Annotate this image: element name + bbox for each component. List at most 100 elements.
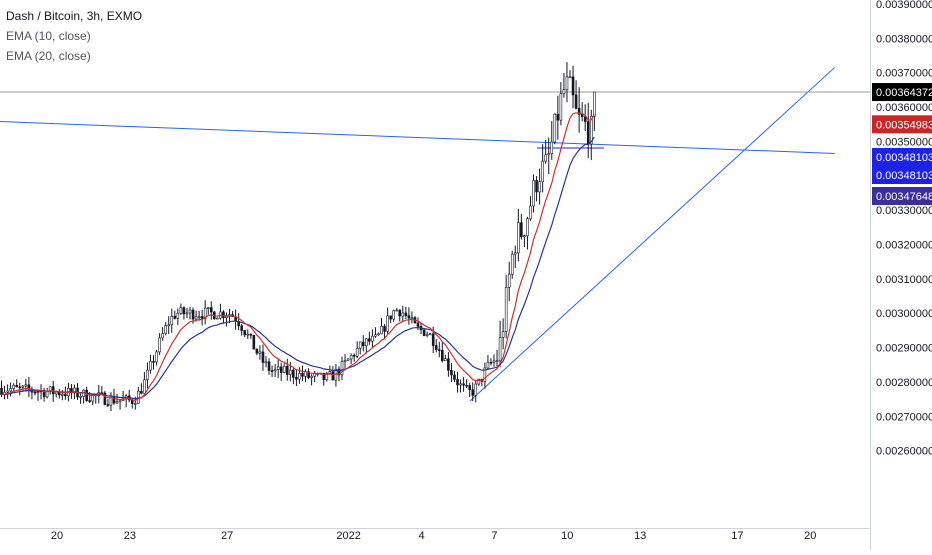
- candle-186[interactable]: [565, 62, 569, 103]
- price-tag-4[interactable]: 0.00348103: [872, 166, 932, 184]
- candle-59[interactable]: [179, 303, 183, 315]
- candle-176[interactable]: [535, 176, 538, 202]
- candle-93[interactable]: [282, 363, 286, 374]
- candle-3[interactable]: [9, 382, 12, 397]
- candle-145[interactable]: [441, 341, 444, 363]
- candle-6[interactable]: [18, 382, 22, 396]
- time-axis[interactable]: 20 23 27 2022 4 7 10 13 17 20: [51, 530, 817, 542]
- price-tag-5[interactable]: 0.00347648: [872, 187, 932, 205]
- candle-144[interactable]: [437, 341, 441, 358]
- candle-166[interactable]: [504, 274, 508, 339]
- candle-14[interactable]: [42, 388, 46, 402]
- candle-112[interactable]: [340, 356, 344, 380]
- candle-52[interactable]: [158, 333, 161, 355]
- candle-179[interactable]: [544, 139, 547, 164]
- candle-175[interactable]: [532, 174, 535, 213]
- candle-131[interactable]: [398, 309, 402, 322]
- candle-195[interactable]: [593, 91, 596, 132]
- trendline-2[interactable]: [469, 67, 835, 402]
- candle-152[interactable]: [462, 376, 465, 392]
- candle-115[interactable]: [349, 353, 353, 365]
- candle-82[interactable]: [249, 333, 253, 339]
- candle-149[interactable]: [453, 371, 456, 383]
- candle-189[interactable]: [574, 80, 578, 110]
- candle-190[interactable]: [577, 87, 581, 133]
- candle-66[interactable]: [200, 309, 204, 326]
- candle-125[interactable]: [380, 317, 383, 335]
- candle-159[interactable]: [483, 362, 487, 389]
- candle-106[interactable]: [322, 372, 326, 386]
- candle-49[interactable]: [149, 354, 152, 374]
- candle-96[interactable]: [292, 368, 295, 385]
- candle-162[interactable]: [492, 354, 496, 367]
- candle-113[interactable]: [343, 354, 347, 368]
- ema10-legend[interactable]: EMA (10, close): [6, 29, 91, 43]
- candle-174[interactable]: [529, 196, 532, 221]
- candle-65[interactable]: [197, 310, 201, 321]
- candle-71[interactable]: [216, 317, 219, 320]
- candle-155[interactable]: [471, 382, 475, 402]
- candle-60[interactable]: [182, 306, 186, 320]
- candle-180[interactable]: [547, 137, 551, 175]
- candle-81[interactable]: [246, 329, 250, 339]
- candle-160[interactable]: [486, 355, 490, 370]
- candle-102[interactable]: [310, 374, 313, 386]
- candle-182[interactable]: [553, 113, 557, 145]
- price-tag-1[interactable]: 0.00364372: [872, 83, 932, 102]
- price-tag-2[interactable]: 0.00354983: [872, 115, 932, 134]
- candle-61[interactable]: [185, 308, 189, 319]
- candle-151[interactable]: [459, 379, 462, 393]
- candle-130[interactable]: [395, 308, 399, 312]
- candle-143[interactable]: [434, 338, 438, 353]
- candle-194[interactable]: [589, 109, 593, 161]
- candle-90[interactable]: [273, 364, 277, 378]
- candle-153[interactable]: [465, 379, 468, 388]
- candle-171[interactable]: [520, 214, 523, 240]
- candle-92[interactable]: [279, 362, 283, 381]
- candle-184[interactable]: [559, 81, 563, 126]
- candle-46[interactable]: [140, 383, 143, 395]
- candle-146[interactable]: [444, 355, 447, 362]
- candle-79[interactable]: [240, 324, 243, 336]
- candle-192[interactable]: [583, 104, 587, 132]
- candle-26[interactable]: [79, 393, 82, 404]
- candle-169[interactable]: [513, 245, 517, 268]
- candle-116[interactable]: [352, 353, 356, 362]
- ema10-line[interactable]: [1, 112, 595, 402]
- candle-117[interactable]: [355, 341, 359, 359]
- candle-57[interactable]: [173, 310, 177, 320]
- candle-5[interactable]: [15, 379, 19, 388]
- candle-183[interactable]: [556, 95, 560, 140]
- candle-84[interactable]: [255, 348, 259, 356]
- candle-48[interactable]: [146, 362, 149, 389]
- candle-99[interactable]: [301, 365, 304, 382]
- candle-47[interactable]: [143, 372, 146, 394]
- candle-141[interactable]: [428, 332, 432, 336]
- candle-54[interactable]: [164, 321, 167, 336]
- trendline-1[interactable]: [0, 119, 835, 154]
- price-tag-3[interactable]: 0.00348103: [872, 148, 932, 166]
- candle-163[interactable]: [495, 349, 499, 367]
- candle-121[interactable]: [368, 331, 371, 345]
- candle-11[interactable]: [33, 390, 37, 396]
- candle-154[interactable]: [468, 382, 471, 398]
- candle-69[interactable]: [209, 301, 213, 320]
- candle-39[interactable]: [118, 400, 122, 410]
- candle-87[interactable]: [264, 356, 268, 368]
- candle-147[interactable]: [447, 352, 450, 377]
- candle-101[interactable]: [307, 368, 310, 380]
- candle-97[interactable]: [295, 369, 298, 387]
- candle-165[interactable]: [501, 318, 505, 350]
- candle-128[interactable]: [389, 315, 392, 324]
- candle-64[interactable]: [194, 310, 198, 322]
- candle-2[interactable]: [6, 384, 9, 399]
- ema20-line[interactable]: [1, 136, 595, 400]
- candle-187[interactable]: [568, 70, 572, 79]
- candle-80[interactable]: [243, 329, 247, 338]
- candle-4[interactable]: [12, 383, 15, 392]
- candle-156[interactable]: [474, 380, 478, 403]
- candle-122[interactable]: [371, 329, 374, 348]
- candle-107[interactable]: [325, 371, 329, 382]
- candle-83[interactable]: [252, 334, 256, 350]
- candle-68[interactable]: [206, 307, 210, 315]
